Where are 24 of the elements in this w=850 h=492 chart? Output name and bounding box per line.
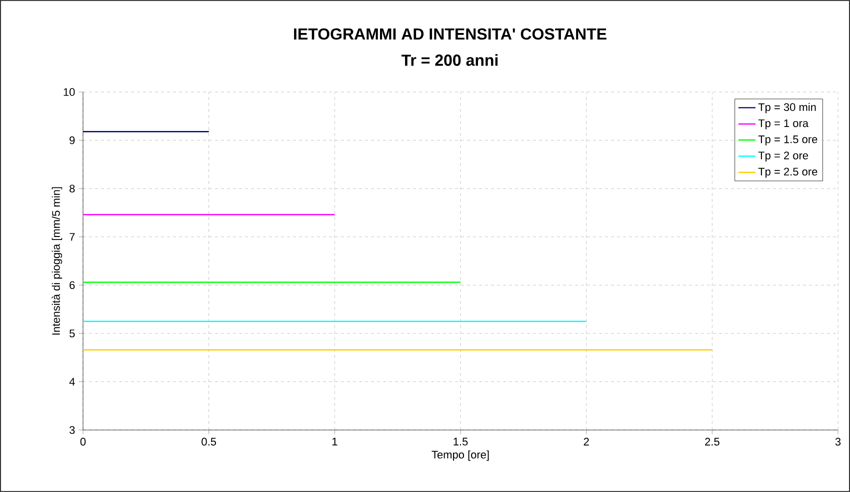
x-tick-label: 1 [332,438,338,446]
chart-subtitle: Tr = 200 anni [401,54,498,66]
chart-title: IETOGRAMMI AD INTENSITA' COSTANTE [294,28,606,40]
x-tick-label: 0.5 [202,438,216,446]
legend-label: Tp = 2.5 ore [758,168,818,178]
x-tick-label: 1.5 [454,438,468,446]
x-tick-label: 2.5 [705,438,720,446]
y-tick-label: 3 [70,426,75,434]
y-tick-label: 10 [64,88,75,96]
legend-label: Tp = 2 ore [758,152,808,162]
x-axis-title: Tempo [ore] [432,450,489,461]
y-tick-label: 4 [69,378,75,386]
y-tick-label: 5 [70,330,75,338]
x-tick-label: 3 [835,438,841,446]
legend-label: Tp = 1.5 ore [758,136,818,146]
y-tick-label: 8 [70,184,75,192]
x-tick-label: 0 [80,438,86,446]
y-tick-label: 6 [70,281,75,290]
y-tick-label: 7 [70,233,75,241]
legend-label: Tp = 1 ora [758,119,809,130]
y-axis-title: Intensità di pioggia [mm/5 min] [52,187,62,335]
x-tick-label: 2 [584,438,589,446]
legend-label: Tp = 30 min [758,102,816,114]
y-tick-label: 9 [70,136,75,144]
